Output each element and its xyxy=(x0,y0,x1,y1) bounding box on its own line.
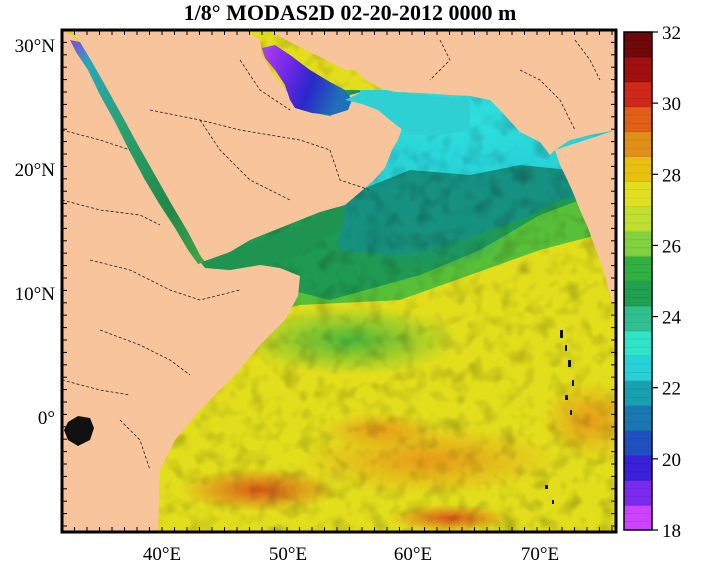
colorbar-segment xyxy=(624,32,652,58)
colorbar-segment xyxy=(624,106,652,133)
latitude-labels: 30°N 20°N 10°N 0° xyxy=(15,36,56,429)
colorbar-segment xyxy=(624,505,652,531)
land-india xyxy=(555,130,616,310)
map-title: 1/8° MODAS2D 02-20-2012 0000 m xyxy=(183,0,517,25)
colorbar-segment xyxy=(624,330,652,357)
islands xyxy=(545,330,574,504)
map-area xyxy=(62,30,616,532)
colorbar-segment xyxy=(624,81,652,108)
map-frame xyxy=(60,28,618,534)
colorbar-segment xyxy=(624,56,652,83)
colorbar-segment xyxy=(624,181,652,207)
lon-label-60e: 60°E xyxy=(394,544,432,565)
colorbar-segment xyxy=(624,156,652,182)
land-iran-asia xyxy=(245,30,616,155)
persian-gulf xyxy=(262,45,352,115)
colorbar-tick-label: 18 xyxy=(662,521,681,542)
colorbar xyxy=(623,31,653,531)
colorbar-tick-label: 26 xyxy=(662,236,681,257)
colorbar-tick-label: 32 xyxy=(662,23,681,44)
colorbar-tick-label: 24 xyxy=(662,308,682,329)
colorbar-segment xyxy=(624,231,652,257)
colorbar-labels: 32 30 28 26 24 22 20 18 xyxy=(652,23,682,542)
lat-label-10n: 10°N xyxy=(15,284,56,305)
land-africa-arabia xyxy=(62,30,402,532)
gulf-of-aden xyxy=(202,207,345,270)
colorbar-segment xyxy=(624,455,652,481)
colorbar-segment xyxy=(624,305,652,332)
lat-label-30n: 30°N xyxy=(15,36,56,57)
colorbar-segment xyxy=(624,480,652,506)
colorbar-segment xyxy=(624,281,652,307)
gulf-of-oman xyxy=(345,90,470,135)
colorbar-segment xyxy=(624,380,652,406)
colorbar-segment xyxy=(624,206,652,232)
lake-victoria xyxy=(64,416,94,446)
colorbar-tick-label: 28 xyxy=(662,165,681,186)
country-borders xyxy=(62,39,601,471)
red-sea xyxy=(70,40,205,264)
colorbar-tick-label: 20 xyxy=(662,450,681,471)
lat-label-0: 0° xyxy=(38,408,55,429)
lon-label-40e: 40°E xyxy=(143,544,181,565)
colorbar-segment xyxy=(624,355,652,382)
frame-ticks xyxy=(62,30,616,532)
colorbar-segment xyxy=(624,131,652,157)
lon-label-50e: 50°E xyxy=(269,544,307,565)
colorbar-segment xyxy=(624,430,652,456)
lat-label-20n: 20°N xyxy=(15,160,56,181)
colorbar-frame xyxy=(623,31,653,531)
colorbar-segment xyxy=(624,256,652,282)
colorbar-segment xyxy=(624,405,652,431)
colorbar-tick-label: 30 xyxy=(662,94,681,115)
lon-label-70e: 70°E xyxy=(521,544,559,565)
longitude-labels: 40°E 50°E 60°E 70°E xyxy=(143,544,559,565)
colorbar-tick-label: 22 xyxy=(662,379,681,400)
